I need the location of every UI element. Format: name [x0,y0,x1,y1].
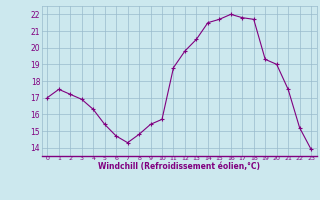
X-axis label: Windchill (Refroidissement éolien,°C): Windchill (Refroidissement éolien,°C) [98,162,260,171]
